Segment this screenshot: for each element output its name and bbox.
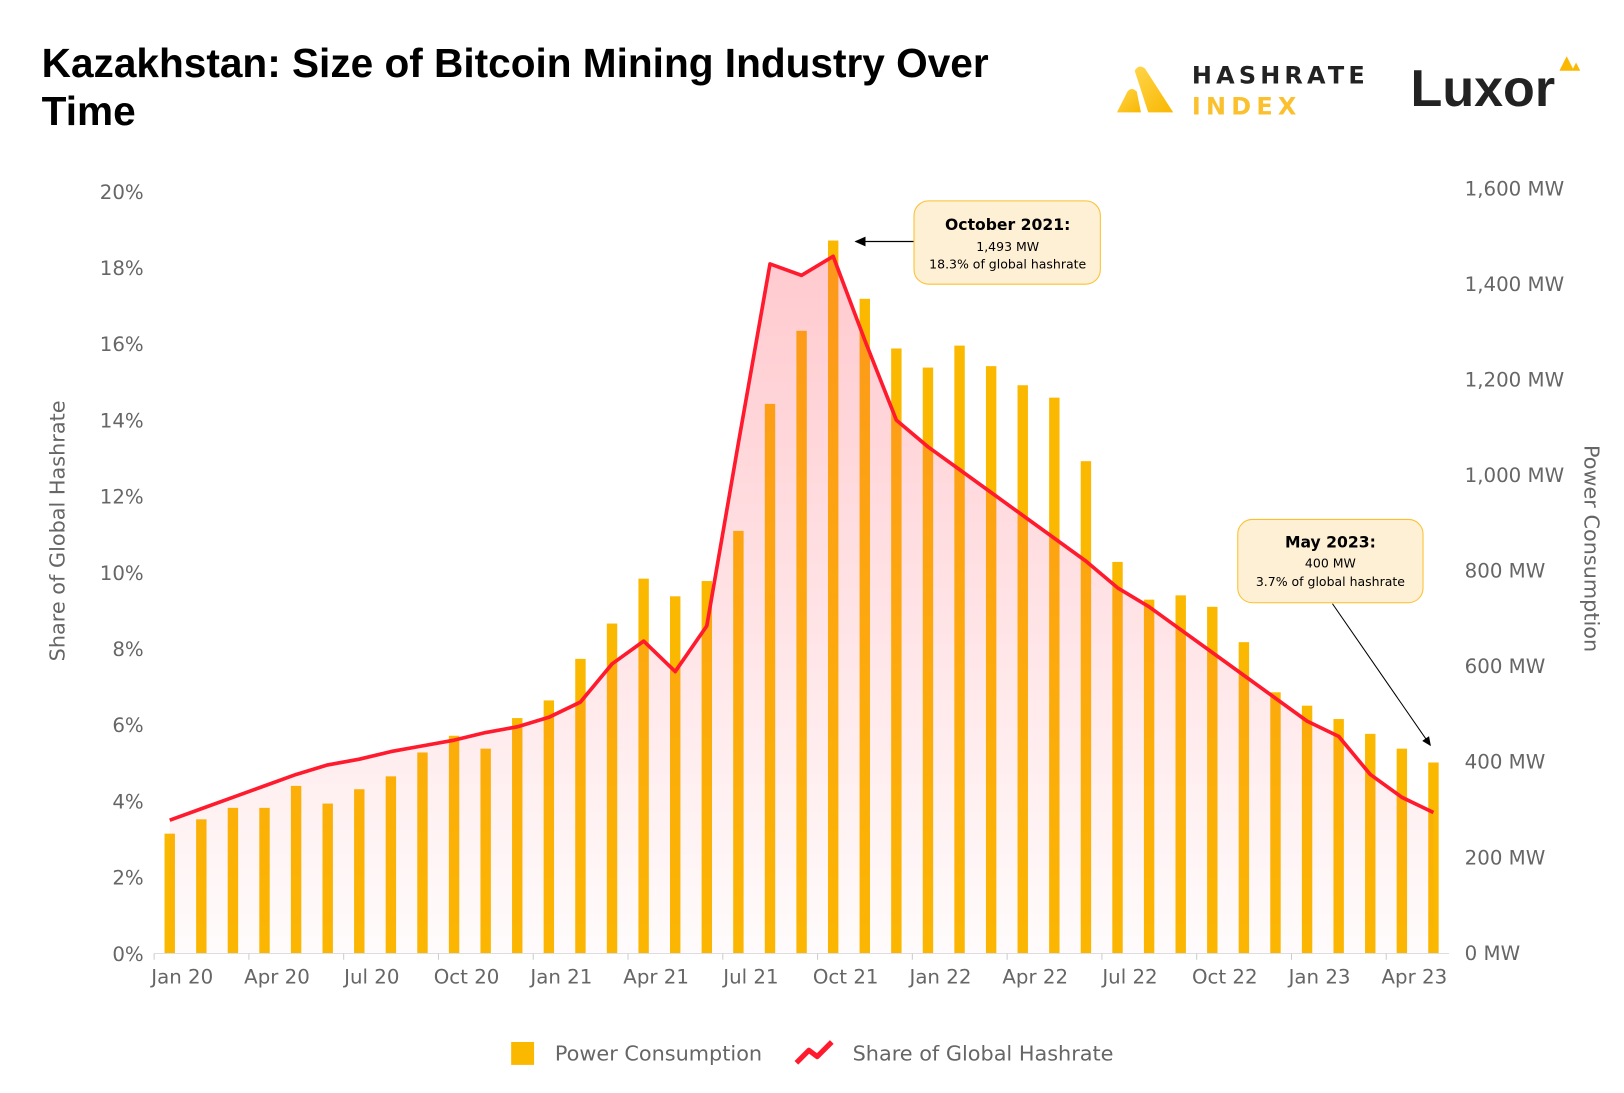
left-axis: 0% 2% 4% 6% 8% 10% 12% 14% 16% 18% 20% xyxy=(100,181,144,966)
logo-large-triangle-icon xyxy=(1134,66,1174,113)
right-tick-label: 1,600 MW xyxy=(1465,178,1564,201)
right-tick-label: 1,400 MW xyxy=(1465,273,1564,296)
left-tick-label: 14% xyxy=(100,409,144,432)
right-tick-label: 1,200 MW xyxy=(1465,369,1564,392)
chart-title-line2: Time xyxy=(42,88,136,134)
left-tick-label: 2% xyxy=(112,867,143,890)
right-tick-label: 600 MW xyxy=(1465,655,1546,678)
x-tick-label: Jan 22 xyxy=(908,966,972,989)
logo-small-triangle-icon xyxy=(1116,89,1141,113)
right-tick-label: 200 MW xyxy=(1465,846,1546,869)
right-tick-label: 0 MW xyxy=(1465,942,1520,965)
x-tick-label: Jul 22 xyxy=(1100,966,1157,989)
x-tick-label: Oct 20 xyxy=(434,966,500,989)
left-tick-label: 6% xyxy=(112,714,143,737)
annotation-line2: 3.7% of global hashrate xyxy=(1256,574,1405,589)
x-tick-label: Apr 23 xyxy=(1382,966,1448,989)
annotation-may-2023: May 2023: 400 MW 3.7% of global hashrate xyxy=(1237,518,1431,747)
x-tick-label: Apr 21 xyxy=(623,966,689,989)
x-tick-label: Apr 20 xyxy=(244,966,310,989)
annotation-title: May 2023: xyxy=(1285,534,1376,552)
annotation-line2: 18.3% of global hashrate xyxy=(929,257,1086,272)
right-axis-label: Power Consumption xyxy=(1579,445,1603,652)
annotation-box xyxy=(913,200,1101,285)
legend-item-power: Power Consumption xyxy=(555,1042,762,1066)
luxor-logo: Luxor xyxy=(1411,56,1581,118)
annotation-line1: 400 MW xyxy=(1305,555,1356,570)
luxor-mark-icon xyxy=(1559,56,1581,71)
annotation-october-2021: October 2021: 1,493 MW 18.3% of global h… xyxy=(854,200,1101,285)
logo-hashrate-text: HASHRATE xyxy=(1192,61,1369,89)
left-tick-label: 12% xyxy=(100,486,144,509)
right-axis: 0 MW 200 MW 400 MW 600 MW 800 MW 1,000 MW 1,20… xyxy=(1465,178,1564,965)
annotation-arrow xyxy=(1332,603,1431,747)
hashrate-index-logo: HASHRATE INDEX xyxy=(1116,61,1369,121)
legend: Power Consumption Share of Global Hashra… xyxy=(511,1040,1114,1066)
left-tick-label: 18% xyxy=(100,257,144,280)
left-axis-label: Share of Global Hashrate xyxy=(46,400,70,661)
x-tick-label: Jan 23 xyxy=(1287,966,1351,989)
legend-line-swatch xyxy=(794,1040,834,1065)
logo-index-text: INDEX xyxy=(1192,93,1302,121)
annotation-line1: 1,493 MW xyxy=(976,239,1039,254)
line-area-fill xyxy=(169,256,1434,954)
x-tick-label: Jul 21 xyxy=(721,966,778,989)
share-line xyxy=(169,254,1435,822)
x-tick-label: Jan 21 xyxy=(528,966,592,989)
chart-title-line1: Kazakhstan: Size of Bitcoin Mining Indus… xyxy=(42,40,989,86)
left-tick-label: 20% xyxy=(100,181,144,204)
x-tick-label: Oct 22 xyxy=(1192,966,1258,989)
legend-item-share: Share of Global Hashrate xyxy=(853,1042,1114,1066)
right-tick-label: 400 MW xyxy=(1465,751,1546,774)
x-tick-label: Jan 20 xyxy=(149,966,213,989)
annotation-box xyxy=(1237,518,1424,604)
left-tick-label: 16% xyxy=(100,333,144,356)
right-tick-label: 1,000 MW xyxy=(1465,464,1564,487)
left-tick-label: 4% xyxy=(112,790,143,813)
left-tick-label: 0% xyxy=(112,943,143,966)
x-tick-label: Oct 21 xyxy=(813,966,879,989)
logo-luxor-text: Luxor xyxy=(1411,60,1556,118)
x-axis: Jan 20 Apr 20 Jul 20 Oct 20 Jan 21 Apr 21 Jul … xyxy=(149,953,1448,989)
annotation-title: October 2021: xyxy=(945,216,1070,234)
x-tick-label: Apr 22 xyxy=(1002,966,1068,989)
right-tick-label: 800 MW xyxy=(1465,560,1546,583)
left-tick-label: 10% xyxy=(100,562,144,585)
left-tick-label: 8% xyxy=(112,638,143,661)
x-tick-label: Jul 20 xyxy=(342,966,399,989)
legend-bar-swatch xyxy=(511,1041,535,1065)
